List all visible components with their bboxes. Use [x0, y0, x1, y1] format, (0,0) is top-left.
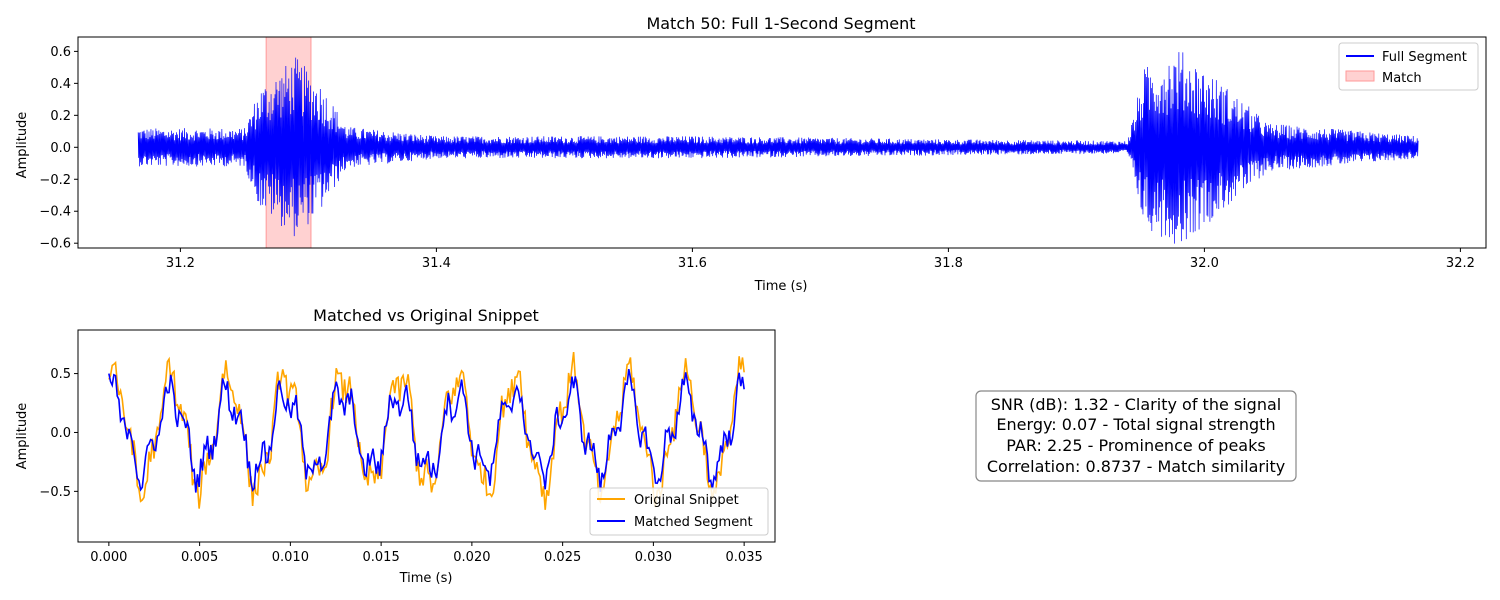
top-x-tick-label: 32.2	[1446, 256, 1475, 271]
bottom-legend-box	[589, 487, 769, 536]
top-plot-frame	[77, 36, 1487, 249]
bottom-x-tick-label: 0.015	[363, 550, 400, 565]
top-x-ticks: 31.2 31.4 31.6 31.8 32.0 32.2	[166, 248, 1475, 271]
bottom-x-tick-label: 0.010	[272, 550, 309, 565]
bottom-x-tick-label: 0.020	[453, 550, 490, 565]
top-x-tick-label: 31.6	[678, 256, 707, 271]
legend-original-snippet: Original Snippet	[634, 493, 739, 508]
stat-snr: SNR (dB): 1.32 - Clarity of the signal	[991, 395, 1281, 414]
top-x-tick-label: 31.2	[166, 256, 195, 271]
top-chart-title: Match 50: Full 1-Second Segment	[646, 14, 915, 33]
bottom-chart-title: Matched vs Original Snippet	[313, 306, 539, 325]
legend-match: Match	[1382, 71, 1422, 86]
bottom-x-tick-label: 0.000	[90, 550, 127, 565]
bottom-y-ticks: −0.5 0.0 0.5	[39, 367, 78, 500]
bottom-plot-frame	[77, 329, 776, 543]
original-snippet-line	[108, 351, 745, 510]
stats-box-frame	[975, 390, 1297, 482]
stat-energy: Energy: 0.07 - Total signal strength	[996, 415, 1275, 434]
full-segment-line	[137, 52, 1419, 244]
legend-match-swatch	[1345, 70, 1375, 82]
full-segment-chart: Match 50: Full 1-Second Segment 31.2 31.4…	[15, 14, 1487, 294]
bottom-x-tick-label: 0.030	[635, 550, 672, 565]
bottom-y-label: Amplitude	[15, 403, 30, 470]
top-x-tick-label: 32.0	[1190, 256, 1219, 271]
top-x-label: Time (s)	[754, 279, 808, 294]
top-y-ticks: −0.6 −0.4 −0.2 0.0 0.2 0.4 0.6	[39, 45, 78, 252]
bottom-y-tick-label: 0.0	[50, 426, 71, 441]
top-x-tick-label: 31.4	[422, 256, 451, 271]
bottom-x-tick-label: 0.035	[726, 550, 763, 565]
top-y-tick-label: 0.0	[50, 141, 71, 156]
legend-full-segment: Full Segment	[1382, 50, 1467, 65]
stat-par: PAR: 2.25 - Prominence of peaks	[1006, 436, 1265, 455]
bottom-y-tick-label: −0.5	[39, 485, 71, 500]
top-y-label: Amplitude	[15, 112, 30, 179]
stat-correlation: Correlation: 0.8737 - Match similarity	[987, 457, 1285, 476]
top-y-tick-label: 0.4	[50, 77, 71, 92]
bottom-x-label: Time (s)	[399, 571, 453, 586]
top-y-tick-label: −0.4	[39, 205, 71, 220]
legend-matched-segment: Matched Segment	[634, 515, 753, 530]
top-legend: Full Segment Match	[1338, 42, 1479, 91]
bottom-x-tick-label: 0.025	[544, 550, 581, 565]
bottom-y-tick-label: 0.5	[50, 367, 71, 382]
snippet-chart: Matched vs Original Snippet 0.000 0.005 0.…	[15, 306, 776, 586]
top-x-tick-label: 31.8	[934, 256, 963, 271]
top-y-tick-label: −0.6	[39, 237, 71, 252]
top-y-tick-label: 0.6	[50, 45, 71, 60]
bottom-x-ticks: 0.000 0.005 0.010 0.015 0.020 0.025 0.030 0.035	[90, 542, 763, 565]
bottom-x-tick-label: 0.005	[181, 550, 218, 565]
matched-segment-line	[108, 368, 745, 493]
stats-box: SNR (dB): 1.32 - Clarity of the signal E…	[975, 390, 1297, 482]
top-y-tick-label: 0.2	[50, 109, 71, 124]
top-y-tick-label: −0.2	[39, 173, 71, 188]
bottom-legend: Original Snippet Matched Segment	[589, 487, 769, 536]
